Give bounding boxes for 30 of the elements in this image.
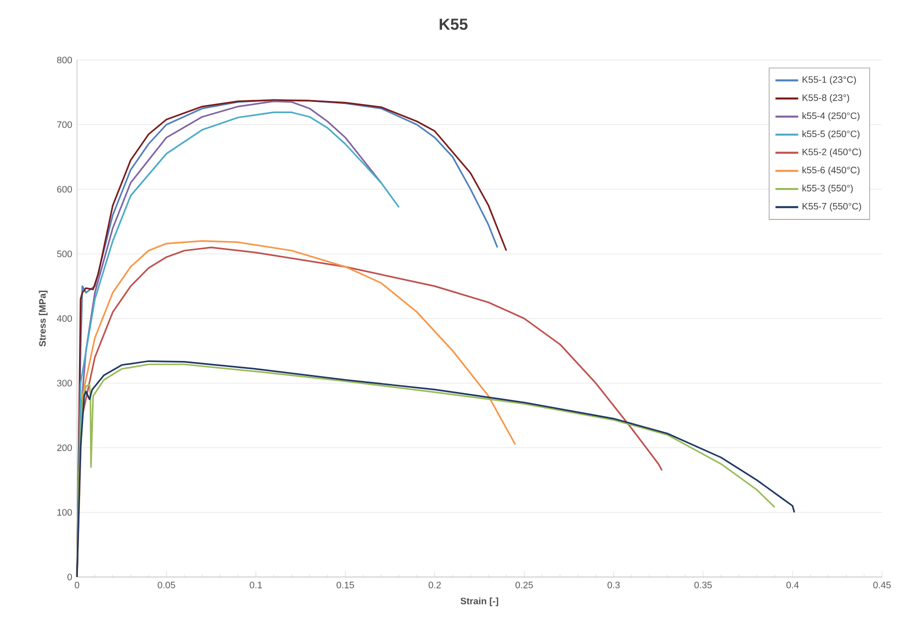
x-tick-label: 0.05 bbox=[158, 582, 176, 588]
y-tick-label: 600 bbox=[57, 186, 72, 193]
y-tick-label: 100 bbox=[57, 509, 72, 516]
y-tick-label: 300 bbox=[57, 380, 72, 386]
legend-label: k55-5 (250°C) bbox=[802, 130, 860, 139]
y-tick-label: 200 bbox=[57, 444, 72, 452]
x-tick-label: 0.3 bbox=[608, 582, 620, 588]
legend-label: k55-6 (450°C) bbox=[802, 166, 860, 176]
x-tick-label: 0.2 bbox=[428, 582, 441, 588]
y-tick-label: 700 bbox=[57, 121, 72, 128]
legend-label: k55-3 (550°) bbox=[802, 184, 853, 194]
legend-label: K55-8 (23°) bbox=[802, 94, 850, 103]
y-axis-title: Stress [MPa] bbox=[38, 290, 48, 346]
x-tick-label: 0.1 bbox=[250, 582, 262, 588]
y-tick-label: 800 bbox=[57, 56, 72, 64]
chart-title: K55 bbox=[440, 18, 468, 30]
y-tick-label: 400 bbox=[56, 315, 72, 322]
legend-label: K55-2 (450°C) bbox=[802, 148, 862, 158]
x-tick-label: 0.45 bbox=[873, 582, 891, 588]
legend-label: K55-7 (550°C) bbox=[802, 202, 862, 212]
y-tick-label: 500 bbox=[57, 250, 72, 258]
y-tick-label: 0 bbox=[67, 574, 72, 580]
x-tick-label: 0.35 bbox=[694, 582, 712, 588]
x-tick-label: 0 bbox=[74, 582, 80, 588]
x-tick-label: 0.4 bbox=[786, 582, 799, 588]
x-axis-title: Strain [-] bbox=[460, 597, 498, 606]
legend-label: K55-1 (23°C) bbox=[802, 76, 856, 85]
x-tick-label: 0.25 bbox=[515, 582, 533, 588]
x-tick-label: 0.15 bbox=[336, 582, 354, 588]
legend-label: k55-4 (250°C) bbox=[802, 112, 860, 121]
